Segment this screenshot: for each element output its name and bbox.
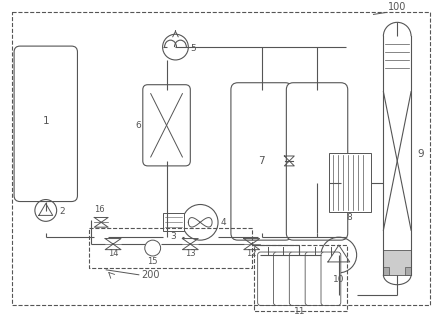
Text: 4: 4 [221, 218, 226, 227]
Text: 10: 10 [333, 275, 345, 284]
FancyBboxPatch shape [274, 252, 293, 306]
Text: 13: 13 [185, 249, 196, 258]
Text: 16: 16 [94, 205, 104, 214]
Text: 14: 14 [108, 249, 119, 258]
Text: 9: 9 [417, 148, 424, 158]
Text: 7: 7 [258, 156, 265, 167]
Text: 100: 100 [388, 3, 407, 12]
Text: 12: 12 [246, 249, 257, 258]
Bar [163, 214, 184, 231]
Text: 1: 1 [43, 116, 49, 126]
FancyBboxPatch shape [258, 252, 278, 306]
Bar [383, 250, 411, 275]
Text: 2: 2 [59, 207, 65, 216]
Text: 200: 200 [141, 270, 159, 280]
Bar [383, 267, 389, 275]
Bar [329, 153, 370, 213]
Text: 6: 6 [136, 121, 142, 130]
Text: 15: 15 [147, 257, 158, 266]
FancyBboxPatch shape [289, 252, 309, 306]
FancyBboxPatch shape [321, 252, 341, 306]
FancyBboxPatch shape [231, 83, 292, 240]
FancyBboxPatch shape [286, 83, 348, 240]
Text: 5: 5 [190, 43, 196, 52]
FancyBboxPatch shape [305, 252, 325, 306]
FancyBboxPatch shape [14, 46, 77, 202]
Text: 3: 3 [170, 232, 176, 241]
Text: 8: 8 [347, 213, 353, 222]
FancyBboxPatch shape [143, 85, 190, 166]
Text: 11: 11 [293, 307, 305, 317]
Bar [405, 267, 411, 275]
